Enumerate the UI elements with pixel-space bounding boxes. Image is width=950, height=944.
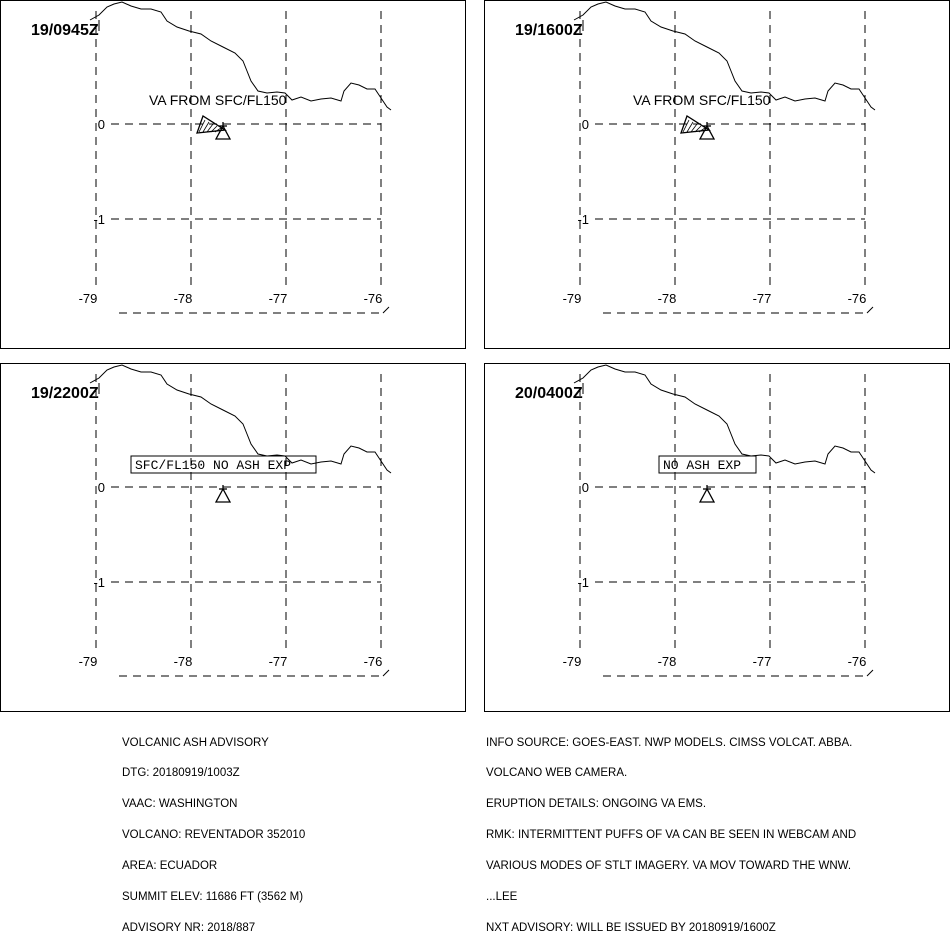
map-panel-1: 0 -1 -79 -78 -77 -76 19/0945Z VA FROM SFC/FL150 xyxy=(0,0,466,349)
advisory-remarks-cont: VARIOUS MODES OF STLT IMAGERY. VA MOV TO… xyxy=(486,860,852,873)
lon-tick-label: -77 xyxy=(269,654,288,669)
lat-tick-label: 0 xyxy=(582,480,589,495)
forecast-label: NO ASH EXP xyxy=(663,458,741,473)
lon-tick-label: -79 xyxy=(563,291,582,306)
map-panel-3: 0 -1 -79 -78 -77 -76 19/2200Z SFC/FL150 NO ASH … xyxy=(0,363,466,712)
advisory-title: VOLCANIC ASH ADVISORY xyxy=(122,736,269,749)
lon-tick-label: -76 xyxy=(848,291,867,306)
panel-dtg: 19/2200Z xyxy=(31,385,99,402)
lon-tick-label: -78 xyxy=(658,291,677,306)
lon-tick-label: -79 xyxy=(79,654,98,669)
advisory-info-source-cont: VOLCANO WEB CAMERA. xyxy=(486,767,628,780)
advisory-info-source: INFO SOURCE: GOES-EAST. NWP MODELS. CIMS… xyxy=(486,736,853,749)
lon-tick-label: -79 xyxy=(79,291,98,306)
forecast-label-box xyxy=(130,455,317,474)
advisory-eruption-details: ERUPTION DETAILS: ONGOING VA EMS. xyxy=(486,798,707,811)
coastline xyxy=(573,1,876,111)
lat-tick-label: -1 xyxy=(577,212,589,227)
corner-mark xyxy=(382,669,390,677)
lon-tick-label: -77 xyxy=(753,654,772,669)
forecast-label: SFC/FL150 NO ASH EXP xyxy=(135,458,291,473)
advisory-next: NXT ADVISORY: WILL BE ISSUED BY 20180919… xyxy=(486,921,776,934)
advisory-volcano: VOLCANO: REVENTADOR 352010 xyxy=(122,829,306,842)
advisory-vaac: VAAC: WASHINGTON xyxy=(122,798,238,811)
lon-tick-label: -78 xyxy=(658,654,677,669)
advisory-info-left: VOLCANIC ASH ADVISORY DTG: 20180919/1003… xyxy=(122,717,305,944)
map-canvas: 0 -1 -79 -78 -77 -76 20/0400Z NO ASH EXP xyxy=(515,364,876,677)
forecast-label: VA FROM SFC/FL150 xyxy=(633,92,771,108)
advisory-dtg: DTG: 20180919/1003Z xyxy=(122,767,240,780)
lat-tick-label: 0 xyxy=(98,480,105,495)
coastline xyxy=(573,364,876,474)
lat-tick-label: 0 xyxy=(582,117,589,132)
coastline xyxy=(89,364,392,474)
map-panel-2: 0 -1 -79 -78 -77 -76 19/1600Z VA FROM SFC/FL150 xyxy=(484,0,950,349)
forecast-label: VA FROM SFC/FL150 xyxy=(149,92,287,108)
lon-tick-label: -79 xyxy=(563,654,582,669)
panel-dtg: 20/0400Z xyxy=(515,385,583,402)
lon-tick-label: -77 xyxy=(269,291,288,306)
lat-tick-label: 0 xyxy=(98,117,105,132)
corner-mark xyxy=(866,669,874,677)
advisory-area: AREA: ECUADOR xyxy=(122,860,218,873)
volcano-icon xyxy=(214,485,232,503)
panel-dtg: 19/0945Z xyxy=(31,22,99,39)
advisory-number: ADVISORY NR: 2018/887 xyxy=(122,921,256,934)
advisory-info-right: INFO SOURCE: GOES-EAST. NWP MODELS. CIMS… xyxy=(486,717,856,944)
lon-tick-label: -78 xyxy=(174,291,193,306)
volcano-icon xyxy=(698,485,716,503)
lon-tick-label: -77 xyxy=(753,291,772,306)
corner-mark xyxy=(866,306,874,314)
lon-tick-label: -76 xyxy=(364,291,383,306)
corner-mark xyxy=(382,306,390,314)
forecast-label-box xyxy=(658,455,757,474)
lon-tick-label: -76 xyxy=(848,654,867,669)
volcano-icon xyxy=(214,122,232,140)
lat-tick-label: -1 xyxy=(577,575,589,590)
advisory-forecaster: ...LEE xyxy=(486,891,518,904)
map-canvas: 0 -1 -79 -78 -77 -76 19/2200Z SFC/FL150 NO ASH … xyxy=(31,364,392,677)
map-canvas: 0 -1 -79 -78 -77 -76 19/0945Z VA FROM SFC/FL150 xyxy=(31,1,392,314)
lat-tick-label: -1 xyxy=(93,575,105,590)
lon-tick-label: -76 xyxy=(364,654,383,669)
ash-cloud-area xyxy=(196,115,227,134)
advisory-remarks: RMK: INTERMITTENT PUFFS OF VA CAN BE SEE… xyxy=(486,829,857,842)
ash-cloud-area xyxy=(680,115,711,134)
lat-tick-label: -1 xyxy=(93,212,105,227)
coastline xyxy=(89,1,392,111)
map-canvas: 0 -1 -79 -78 -77 -76 19/1600Z VA FROM SFC/FL150 xyxy=(515,1,876,314)
map-panel-4: 0 -1 -79 -78 -77 -76 20/0400Z NO ASH EXP xyxy=(484,363,950,712)
lon-tick-label: -78 xyxy=(174,654,193,669)
volcano-icon xyxy=(698,122,716,140)
panel-dtg: 19/1600Z xyxy=(515,22,583,39)
advisory-summit-elev: SUMMIT ELEV: 11686 FT (3562 M) xyxy=(122,891,304,904)
